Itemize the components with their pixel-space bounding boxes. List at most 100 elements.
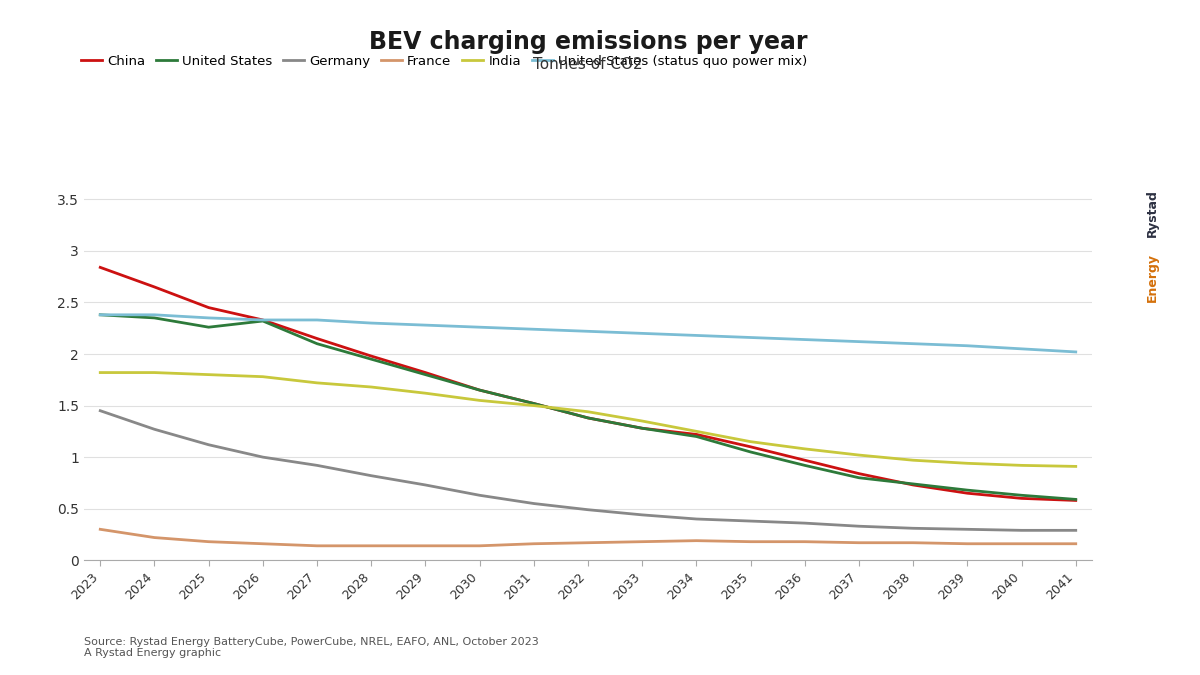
China (364, 352, 378, 360)
China (852, 470, 866, 478)
United States (status quo power mix) (364, 319, 378, 327)
Text: Tonnes of CO2: Tonnes of CO2 (533, 57, 643, 72)
China (527, 400, 541, 408)
United States (1068, 495, 1082, 504)
France (960, 540, 974, 548)
India (94, 369, 108, 377)
United States (status quo power mix) (94, 310, 108, 319)
China (689, 431, 703, 439)
Germany (906, 524, 920, 533)
India (256, 373, 270, 381)
United States (status quo power mix) (852, 338, 866, 346)
Line: Germany: Germany (101, 410, 1075, 531)
France (798, 537, 812, 545)
France (202, 537, 216, 545)
Germany (527, 500, 541, 508)
United States (status quo power mix) (310, 316, 324, 324)
France (689, 537, 703, 545)
France (527, 540, 541, 548)
India (581, 408, 595, 416)
Germany (256, 453, 270, 461)
China (635, 424, 649, 432)
India (473, 396, 487, 404)
India (743, 437, 757, 446)
France (94, 525, 108, 533)
United States (473, 386, 487, 394)
India (202, 371, 216, 379)
France (852, 539, 866, 547)
Germany (202, 441, 216, 449)
United States (202, 323, 216, 331)
Line: United States: United States (101, 315, 1075, 500)
France (1014, 540, 1028, 548)
United States (1014, 491, 1028, 500)
United States (status quo power mix) (906, 340, 920, 348)
United States (status quo power mix) (960, 342, 974, 350)
United States (status quo power mix) (202, 314, 216, 322)
China (581, 414, 595, 422)
United States (status quo power mix) (1014, 345, 1028, 353)
China (906, 481, 920, 489)
China (1068, 496, 1082, 504)
United States (status quo power mix) (473, 323, 487, 331)
Germany (1014, 526, 1028, 535)
China (743, 443, 757, 451)
United States (419, 371, 433, 379)
Text: Source: Rystad Energy BatteryCube, PowerCube, NREL, EAFO, ANL, October 2023
A Ry: Source: Rystad Energy BatteryCube, Power… (84, 637, 539, 658)
China (256, 316, 270, 324)
United States (960, 486, 974, 494)
France (581, 539, 595, 547)
India (906, 456, 920, 464)
China (798, 456, 812, 464)
United States (798, 461, 812, 469)
United States (743, 448, 757, 456)
Germany (419, 481, 433, 489)
Germany (581, 506, 595, 514)
India (1014, 461, 1028, 469)
Germany (689, 515, 703, 523)
China (473, 386, 487, 394)
France (473, 542, 487, 550)
United States (635, 424, 649, 432)
China (148, 283, 162, 291)
Germany (743, 517, 757, 525)
United States (status quo power mix) (635, 329, 649, 338)
India (419, 389, 433, 397)
France (364, 542, 378, 550)
United States (527, 400, 541, 408)
Germany (1068, 526, 1082, 535)
Text: Rystad: Rystad (1146, 189, 1159, 237)
Germany (364, 472, 378, 480)
Line: India: India (101, 373, 1075, 466)
France (1068, 540, 1082, 548)
France (419, 542, 433, 550)
United States (581, 414, 595, 422)
India (852, 451, 866, 459)
United States (status quo power mix) (743, 333, 757, 342)
France (906, 539, 920, 547)
United States (852, 474, 866, 482)
Germany (798, 519, 812, 527)
Germany (148, 425, 162, 433)
India (310, 379, 324, 387)
Line: United States (status quo power mix): United States (status quo power mix) (101, 315, 1075, 352)
India (798, 445, 812, 453)
China (1014, 494, 1028, 502)
United States (148, 314, 162, 322)
India (689, 427, 703, 435)
France (256, 540, 270, 548)
United States (status quo power mix) (256, 316, 270, 324)
United States (906, 480, 920, 488)
United States (689, 433, 703, 441)
China (94, 263, 108, 271)
United States (status quo power mix) (581, 327, 595, 335)
United States (status quo power mix) (798, 335, 812, 344)
Germany (960, 525, 974, 533)
India (960, 459, 974, 467)
India (364, 383, 378, 391)
Germany (94, 406, 108, 414)
United States (status quo power mix) (527, 325, 541, 333)
United States (status quo power mix) (419, 321, 433, 329)
China (310, 335, 324, 343)
United States (364, 355, 378, 363)
